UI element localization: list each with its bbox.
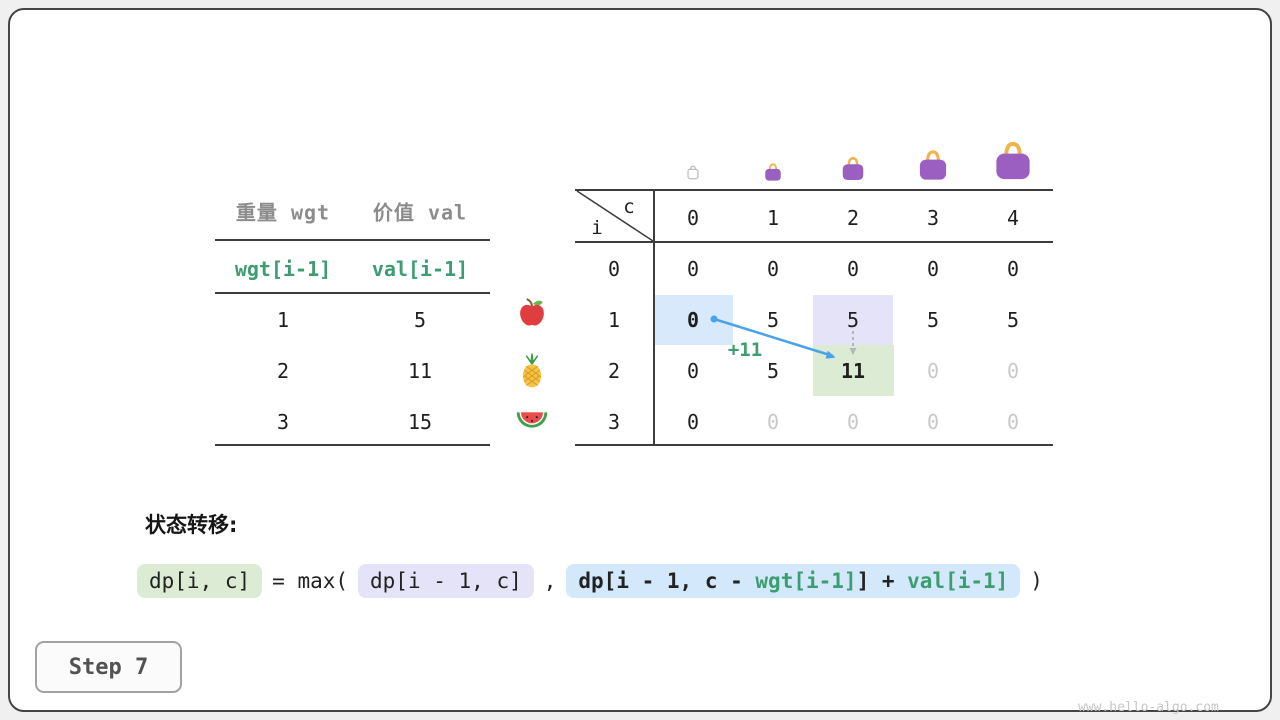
dp-row-label: 2 [607, 359, 621, 383]
dp-col-header: 1 [766, 206, 780, 230]
dp-cell: 0 [686, 359, 700, 383]
dp-cell: 5 [766, 308, 780, 332]
watermark: www.hello-algo.com [1078, 700, 1219, 715]
dp-cell: 0 [846, 257, 860, 281]
dp-cell-pending: 0 [846, 410, 860, 434]
bag-icon-capacity-4 [990, 139, 1037, 182]
dp-cell-current: 11 [840, 359, 866, 383]
dp-cell-pending: 0 [766, 410, 780, 434]
page-frame [8, 8, 1272, 712]
dp-table-vertical-line [653, 189, 655, 446]
dp-cell: 0 [1006, 257, 1020, 281]
pineapple-icon [519, 353, 546, 389]
dp-cell: 5 [766, 359, 780, 383]
items-header-wgt: 重量 wgt [235, 200, 331, 225]
item-wgt-value: 1 [276, 308, 290, 332]
formula-lhs-chip: dp[i, c] [137, 564, 263, 598]
item-wgt-value: 2 [276, 359, 290, 383]
apple-icon [518, 298, 547, 329]
dp-cell: 5 [1006, 308, 1020, 332]
items-table-mid-line [215, 292, 490, 294]
dp-cell: 0 [686, 257, 700, 281]
formula-comma: , [543, 569, 557, 593]
arrow-annotation: +11 [727, 339, 763, 361]
item-val-value: 5 [413, 308, 427, 332]
dp-corner-col-label: c [623, 196, 635, 218]
dp-corner-row-label: i [591, 217, 603, 239]
formula-option2-val: val[i-1] [907, 569, 1009, 593]
step-label: Step 7 [68, 654, 149, 680]
item-wgt-value: 3 [276, 410, 290, 434]
step-indicator: Step 7 [35, 641, 182, 693]
dp-cell-pending: 0 [926, 410, 940, 434]
items-table-bottom-line [215, 444, 490, 446]
watermelon-icon [516, 411, 549, 432]
dp-cell: 5 [846, 308, 860, 332]
dp-col-header: 3 [926, 206, 940, 230]
dp-cell-pending: 0 [1006, 410, 1020, 434]
formula-equals-max: = max( [272, 569, 349, 593]
formula-option2-wgt: wgt[i-1] [755, 569, 857, 593]
formula-close-paren: ) [1030, 569, 1043, 593]
dp-cell-source: 0 [686, 308, 700, 332]
items-formula-wgt: wgt[i-1] [234, 257, 332, 281]
formula-option1-chip: dp[i - 1, c] [358, 564, 534, 598]
dp-cell: 0 [766, 257, 780, 281]
dp-cell: 0 [686, 410, 700, 434]
item-val-value: 11 [407, 359, 433, 383]
transition-formula: dp[i, c] = max( dp[i - 1, c] , dp[i - 1,… [137, 562, 1043, 600]
formula-option2-mid: ] + [856, 569, 908, 593]
dp-cell: 5 [926, 308, 940, 332]
items-formula-val: val[i-1] [371, 257, 469, 281]
bag-icon-capacity-3 [915, 148, 952, 182]
dp-cell-pending: 0 [1006, 359, 1020, 383]
item-val-value: 15 [407, 410, 433, 434]
items-table-top-line [215, 239, 490, 241]
bag-icon-capacity-1 [762, 162, 784, 182]
items-header-val: 价值 val [372, 200, 468, 225]
dp-cell: 0 [926, 257, 940, 281]
formula-option2-prefix: dp[i - 1, c - [578, 569, 756, 593]
dp-table-top-line [575, 189, 1053, 191]
dp-table-header-line [575, 241, 1053, 243]
dp-row-label: 3 [607, 410, 621, 434]
dp-col-header: 0 [686, 206, 700, 230]
dp-row-label: 1 [607, 308, 621, 332]
dp-table-bottom-line [575, 444, 1053, 446]
bag-icon-capacity-2 [839, 155, 868, 182]
bag-icon-capacity-0 [686, 164, 701, 181]
dp-col-header: 4 [1006, 206, 1020, 230]
dp-cell-pending: 0 [926, 359, 940, 383]
formula-option2-chip: dp[i - 1, c - wgt[i-1]] + val[i-1] [566, 564, 1021, 598]
dp-col-header: 2 [846, 206, 860, 230]
transition-title: 状态转移: [145, 513, 238, 537]
dp-row-label: 0 [607, 257, 621, 281]
